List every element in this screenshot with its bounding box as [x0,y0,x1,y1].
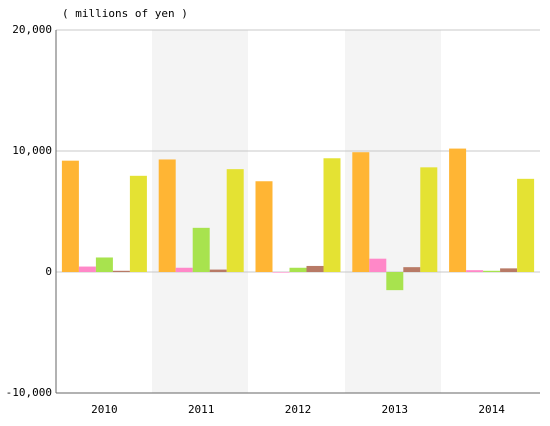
bar [209,269,227,272]
bar [61,160,79,272]
bar [112,270,130,272]
bar [192,227,210,272]
bar [483,270,501,272]
y-tick-label: 0 [45,265,52,278]
bar [323,158,341,272]
bar [158,159,176,272]
bar [289,267,307,272]
y-tick-label: 10,000 [12,144,52,157]
bar [500,268,518,272]
bar [420,167,438,272]
bar [272,272,290,273]
bar [466,270,484,272]
bar [226,169,244,272]
bar [175,267,193,272]
axis-label: ( millions of yen ) [62,7,188,20]
x-tick-label: 2010 [91,403,118,416]
y-tick-label: -10,000 [6,386,52,399]
x-tick-label: 2011 [188,403,215,416]
bar [255,181,273,272]
bar [517,178,535,272]
y-tick-label: 20,000 [12,23,52,36]
bar [78,266,96,272]
x-tick-label: 2014 [478,403,505,416]
x-tick-label: 2012 [285,403,312,416]
bar [403,267,421,272]
bar [352,152,370,272]
bar [369,258,387,272]
x-tick-label: 2013 [382,403,409,416]
bar [129,175,147,272]
bar [95,257,113,272]
bar [386,272,404,291]
bar [449,148,467,272]
bar [306,265,324,272]
